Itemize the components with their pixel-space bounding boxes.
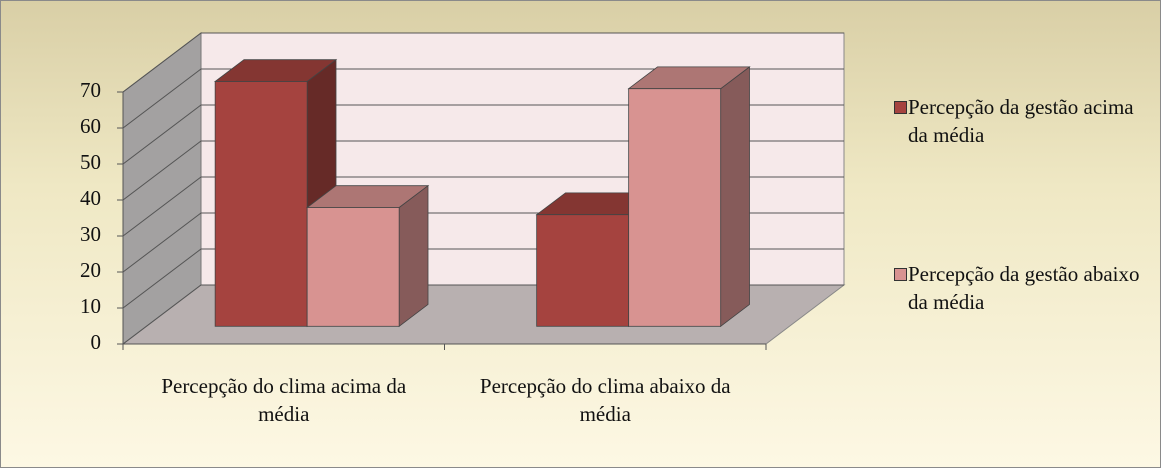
legend-item: Percepção da gestão abaixo da média (894, 260, 1148, 316)
y-tick-label: 30 (80, 222, 101, 246)
grid-line (122, 32, 844, 93)
legend-label: Percepção da gestão acima da média (908, 95, 1134, 147)
legend-swatch (894, 101, 907, 114)
bar-side (398, 184, 429, 328)
bar (536, 214, 630, 327)
legend-item: Percepção da gestão acima da média (894, 93, 1148, 149)
legend-swatch (894, 268, 907, 281)
y-tick-label: 50 (80, 150, 101, 174)
grid-line (122, 68, 844, 129)
legend-label: Percepção da gestão abaixo da média (908, 262, 1140, 314)
bar (306, 207, 400, 327)
bar (628, 88, 722, 327)
y-tick-label: 10 (80, 294, 101, 318)
y-tick-label: 40 (80, 186, 101, 210)
bar-side (720, 66, 750, 328)
y-tick-label: 70 (80, 78, 101, 102)
bar (214, 81, 308, 327)
x-tick-label: Percepção do clima acima da média (161, 374, 407, 426)
y-tick-label: 60 (80, 114, 101, 138)
y-tick-label: 0 (91, 330, 102, 354)
y-tick-label: 20 (80, 258, 101, 282)
x-tick-label: Percepção do clima abaixo da média (479, 374, 731, 426)
